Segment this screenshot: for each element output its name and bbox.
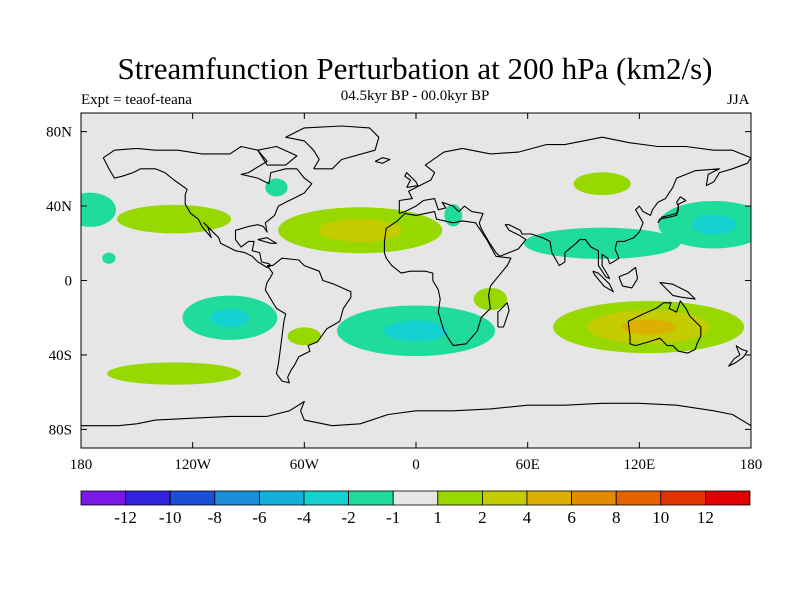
coastline-new-guinea [659, 281, 696, 300]
lat-tick-label: 40S [49, 348, 72, 364]
anomaly-south-pacific-negative [182, 295, 278, 340]
coastline-sumatra [592, 270, 614, 293]
colorbar-box [258, 490, 305, 506]
colorbar-box [125, 490, 171, 506]
lon-tick-label: 120W [174, 457, 212, 473]
colorbar-box [437, 490, 483, 506]
coastline-iceland [374, 157, 391, 164]
coastline-greenland [285, 125, 380, 170]
anomaly-contour [107, 362, 242, 385]
coastline-cuba [257, 237, 277, 244]
anomaly-south-africa-positive [473, 287, 508, 311]
colorbar-label: 4 [523, 508, 532, 527]
colorbar-label: 1 [434, 508, 443, 527]
colorbar-label: -8 [208, 508, 222, 527]
anomaly-central-asia-positive [573, 172, 631, 196]
colorbar-label: 10 [652, 508, 669, 527]
colorbar-label: -1 [386, 508, 400, 527]
coastline-japan [657, 196, 687, 224]
colorbar-box [615, 490, 662, 506]
coastline-madagascar [497, 302, 510, 328]
colorbar-box [303, 490, 349, 506]
anomaly-north-pacific-west-negative [81, 192, 116, 227]
coastline-antarctica [81, 400, 751, 427]
map-area [80, 112, 752, 449]
coastline-borneo [618, 266, 639, 289]
coastlines [81, 125, 751, 427]
plot-title: Streamfunction Perturbation at 200 hPa (… [117, 51, 713, 86]
anomaly-south-atlantic-negative [336, 305, 496, 357]
colorbar-box [705, 490, 751, 506]
colorbar-label: -10 [159, 508, 182, 527]
anomaly-north-pacific-positive [116, 204, 232, 234]
coastline-south-america [264, 257, 352, 384]
lon-tick-label: 60E [516, 457, 540, 473]
coastline-africa [383, 211, 512, 347]
anomaly-west-pacific-negative [658, 200, 751, 249]
colorbar-label: -4 [297, 508, 312, 527]
lat-tick-label: 80S [49, 422, 72, 438]
lon-tick-label: 180 [70, 457, 93, 473]
colorbar-box [526, 490, 572, 506]
colorbar-label: 6 [567, 508, 576, 527]
lon-tick-label: 60W [290, 457, 320, 473]
colorbar-box [481, 490, 528, 506]
colorbar-label: 8 [612, 508, 621, 527]
anomaly-north-atlantic-positive [278, 207, 443, 254]
anomaly-south-america-positive [287, 327, 322, 346]
anomaly-contour [523, 227, 681, 259]
colorbar-label: 2 [478, 508, 487, 527]
anomaly-us-eastcoast-negative [265, 178, 288, 197]
anomaly-contour [318, 218, 402, 242]
anomaly-contour [81, 192, 116, 227]
colorbar-box [392, 490, 439, 506]
anomaly-contour [287, 327, 322, 346]
coastline-uk [404, 172, 419, 188]
anomaly-contour [116, 204, 232, 234]
colorbar-box [80, 490, 126, 506]
colorbar: -12 -10 -8 -6 -4 -2 -1 1 2 4 6 8 10 12 [80, 490, 751, 527]
anomaly-contour [621, 319, 676, 335]
colorbar-box [571, 490, 617, 506]
anomaly-southern-ocean-positive [107, 362, 242, 385]
anomaly-australia-positive [553, 300, 745, 354]
lat-tick-label: 80N [46, 125, 72, 141]
time-period-label: 04.5kyr BP - 00.0kyr BP [340, 88, 490, 104]
anomaly-contour [690, 214, 737, 235]
anomaly-field [81, 172, 751, 385]
anomaly-contour [265, 178, 288, 197]
anomaly-contour [102, 252, 116, 264]
anomaly-asia-negative [523, 227, 681, 259]
coastline-north-america [102, 145, 313, 269]
coastline-eurasia [398, 136, 751, 280]
coastline-australia [627, 300, 702, 354]
anomaly-contour [573, 172, 631, 196]
anomaly-east-pacific-negative-small [102, 252, 116, 264]
coastline-new-zealand [728, 345, 748, 367]
lon-tick-label: 0 [412, 457, 420, 473]
colorbar-box [214, 490, 260, 506]
colorbar-box [348, 490, 394, 506]
anomaly-contour [210, 308, 250, 327]
colorbar-label: -2 [342, 508, 356, 527]
anomaly-contour [383, 320, 449, 342]
axis-ticks: 180 120W 60W 0 60E 120E 180 80N 40N 0 40S 80S [46, 113, 762, 473]
anomaly-contour [473, 287, 508, 311]
lat-tick-label: 40N [46, 199, 72, 215]
experiment-label: Expt = teaof-teana [81, 92, 192, 108]
lat-tick-label: 0 [65, 274, 73, 290]
lon-tick-label: 180 [740, 457, 763, 473]
map-background [81, 113, 751, 448]
colorbar-label: -6 [252, 508, 266, 527]
colorbar-label: -12 [114, 508, 137, 527]
colorbar-label: 12 [697, 508, 714, 527]
colorbar-box [169, 490, 216, 506]
coastline-baffin [257, 145, 298, 166]
season-label: JJA [727, 92, 750, 108]
colorbar-box [660, 490, 706, 506]
lon-tick-label: 120E [623, 457, 655, 473]
